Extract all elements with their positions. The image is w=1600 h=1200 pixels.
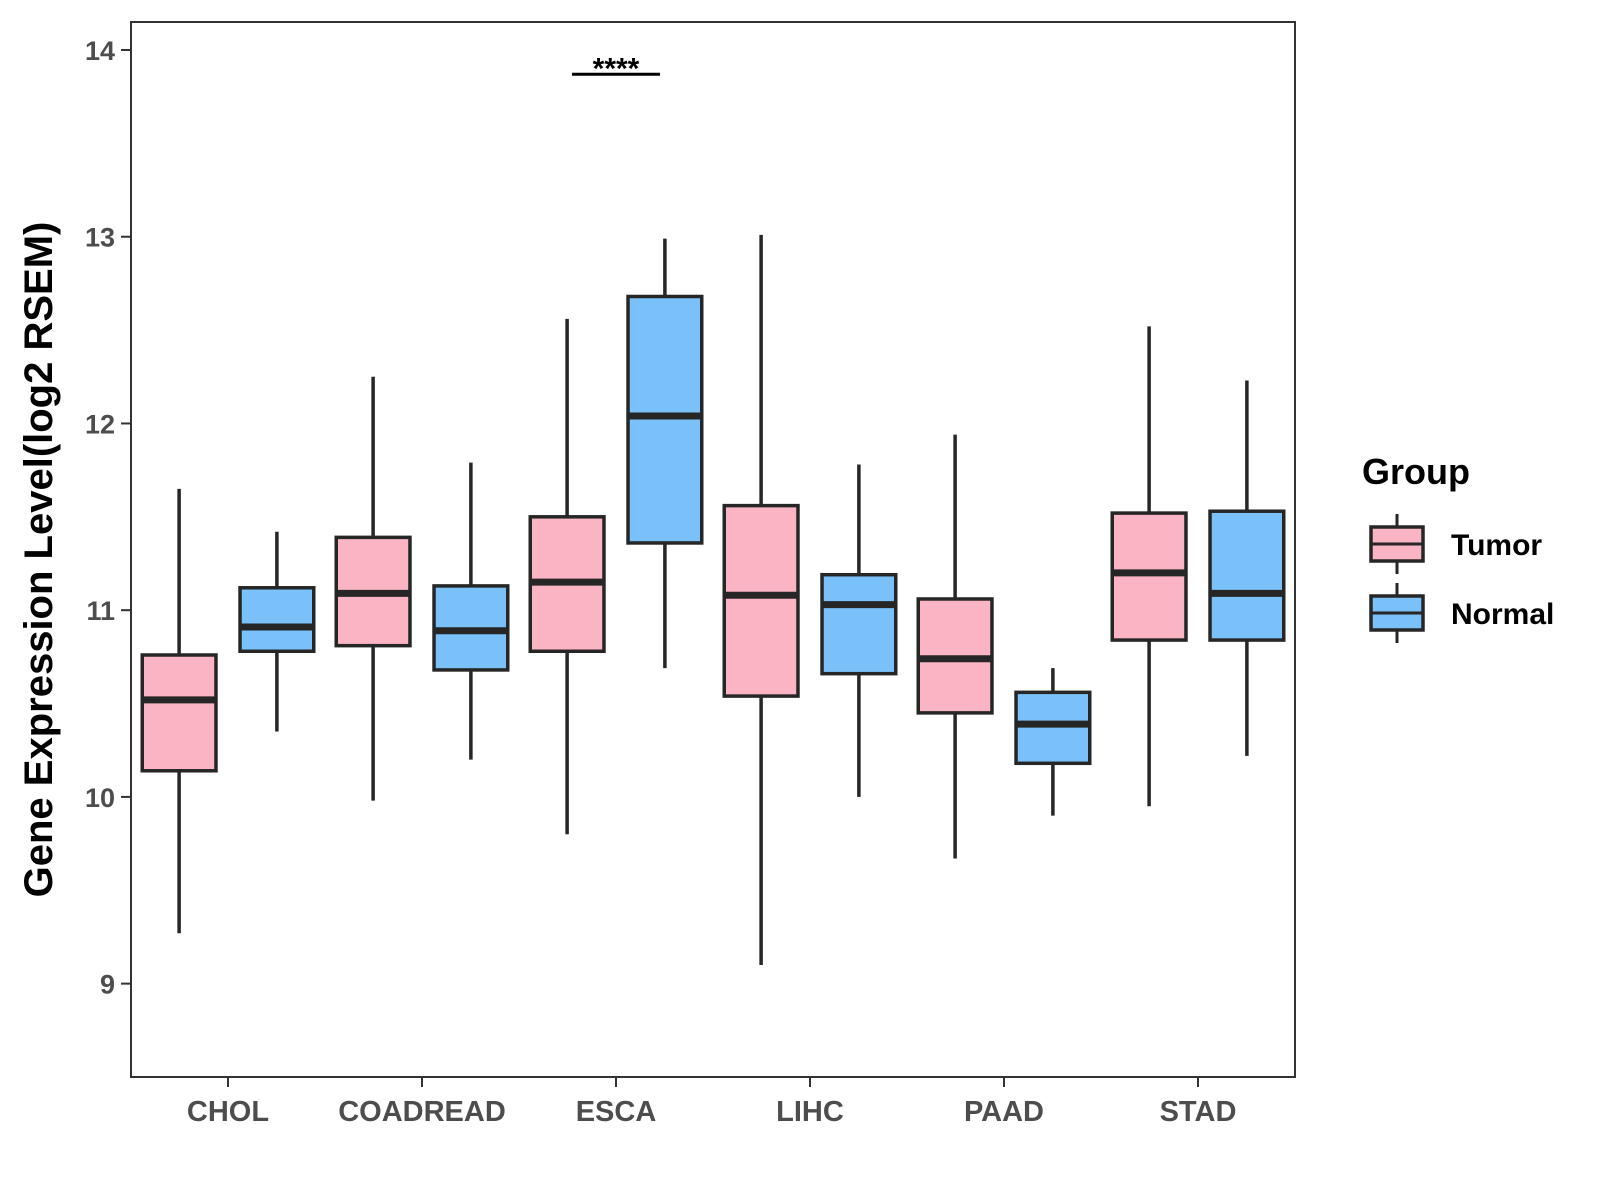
legend-label-normal: Normal	[1451, 598, 1554, 631]
panel-border	[130, 21, 1296, 1078]
legend: Group Tumor Normal	[1362, 451, 1554, 643]
y-tick-label: 13	[85, 223, 115, 253]
y-axis: 9 10 11 12 13 14	[85, 36, 131, 1000]
legend-label-tumor: Tumor	[1451, 529, 1542, 562]
x-tick-label: ESCA	[576, 1096, 657, 1128]
x-tick-label: CHOL	[187, 1096, 269, 1128]
box-normal-chol	[238, 586, 316, 654]
x-tick-label: PAAD	[964, 1096, 1044, 1128]
y-tick-label: 12	[85, 409, 115, 439]
box-normal-stad	[1208, 509, 1286, 642]
box-normal-paad	[1014, 690, 1092, 766]
y-tick-label: 10	[85, 783, 115, 813]
boxes-layer	[140, 234, 1286, 965]
box-normal-lihc	[820, 572, 898, 676]
x-tick-label: COADREAD	[338, 1096, 506, 1128]
annotation-layer: ****	[572, 52, 660, 85]
box-tumor-lihc	[722, 503, 800, 698]
x-tick-label: STAD	[1160, 1096, 1237, 1128]
significance-label: ****	[593, 52, 640, 85]
y-tick-label: 9	[100, 970, 115, 1000]
y-axis-title: Gene Expression Level(log2 RSEM)	[17, 222, 61, 898]
box-normal-esca	[626, 294, 704, 545]
box-tumor-stad	[1110, 511, 1188, 642]
legend-title: Group	[1362, 451, 1470, 492]
x-axis: CHOL COADREAD ESCA LIHC PAAD STAD	[187, 1077, 1236, 1128]
y-tick-label: 14	[85, 36, 115, 66]
x-tick-label: LIHC	[776, 1096, 844, 1128]
y-tick-label: 11	[86, 596, 115, 626]
box-tumor-chol	[140, 653, 218, 773]
